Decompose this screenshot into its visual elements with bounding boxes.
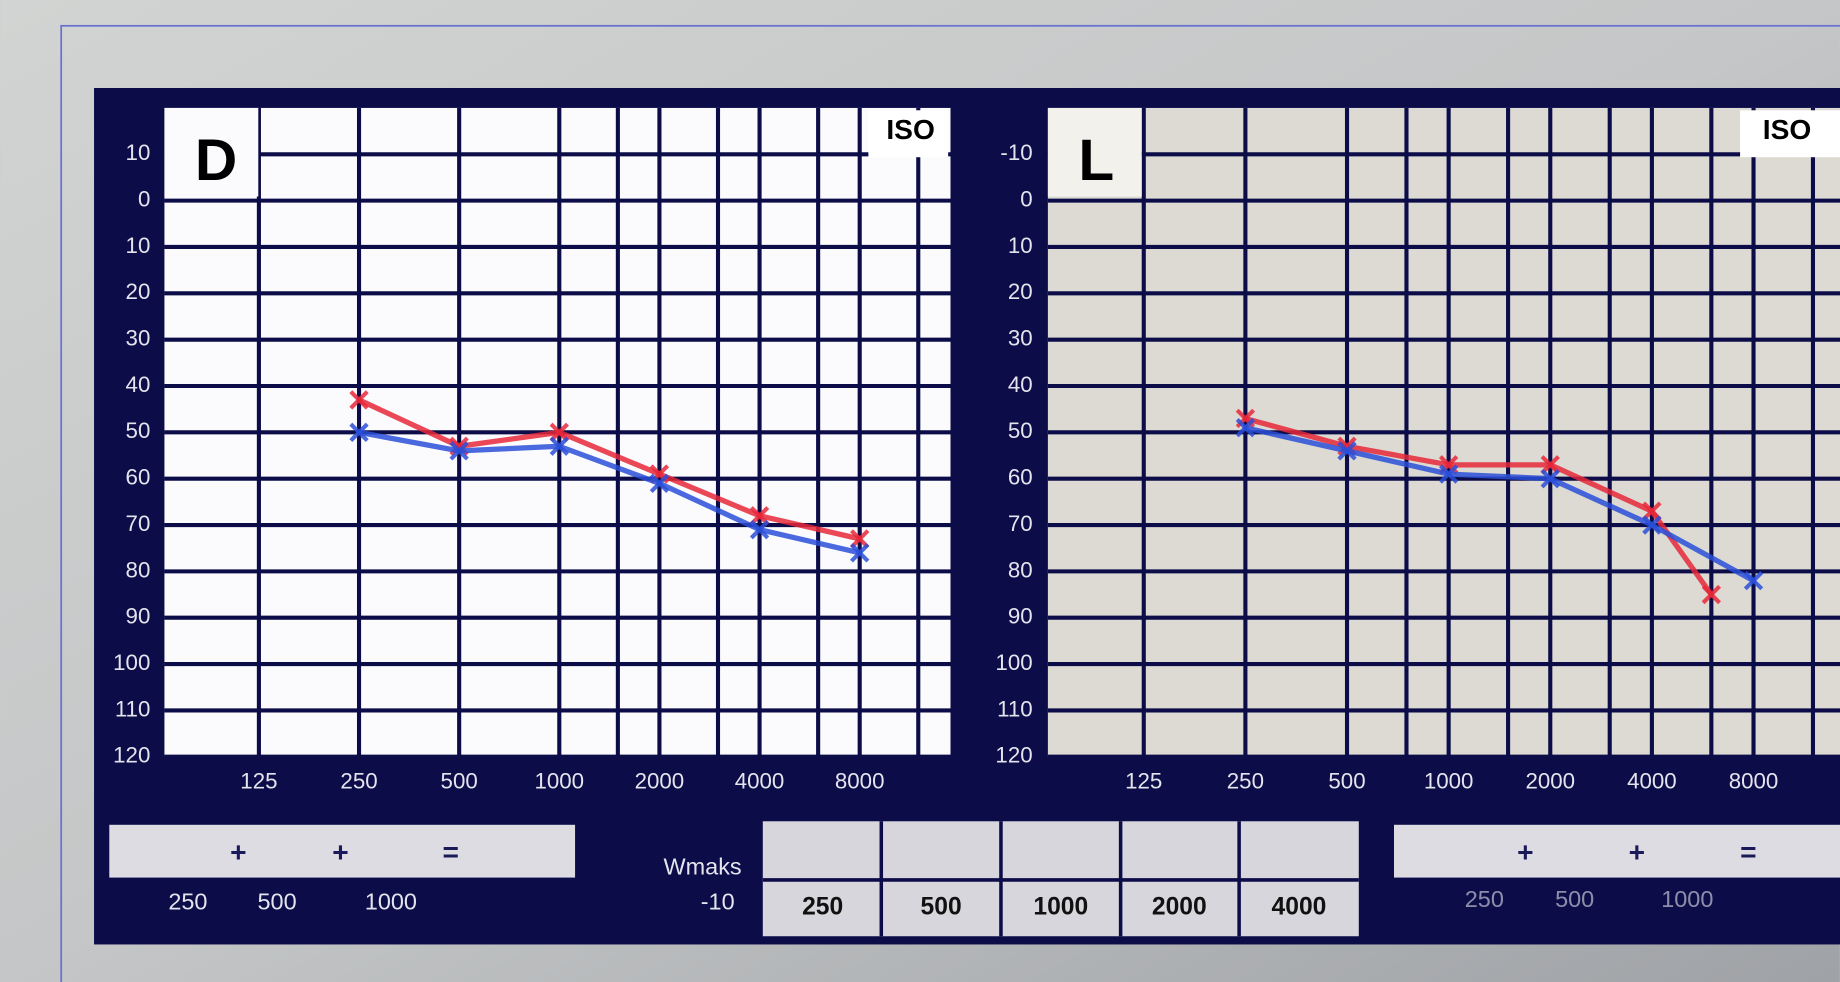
y-tick-label: 10: [126, 140, 151, 165]
freq-label: 1000: [1661, 886, 1713, 912]
y-tick-label: 110: [997, 696, 1033, 721]
x-tick-label: 1000: [535, 768, 585, 793]
y-tick-label: 40: [126, 372, 151, 397]
y-tick-label: 60: [1008, 465, 1033, 490]
y-tick-label: 120: [995, 743, 1032, 768]
y-tick-label: 30: [126, 326, 151, 351]
y-tick-label: -10: [1000, 140, 1032, 165]
y-tick-label: 40: [1008, 372, 1033, 397]
x-tick-label: 250: [1227, 768, 1264, 793]
y-tick-label: 80: [1008, 557, 1033, 582]
table-header: 4000: [1272, 894, 1327, 921]
y-tick-label: 20: [126, 279, 151, 304]
y-tick-label: 70: [126, 511, 151, 536]
sign: =: [1740, 837, 1756, 868]
freq-label: 250: [1465, 886, 1504, 912]
y-tick-label: 30: [1008, 326, 1033, 351]
y-tick-label: 20: [1008, 279, 1033, 304]
sign: +: [1517, 837, 1533, 868]
x-tick-label: 2000: [635, 768, 685, 793]
y-tick-label: 90: [126, 604, 151, 629]
badge: ISO: [886, 114, 934, 145]
y-tick-label: 50: [1008, 418, 1033, 443]
table-header: 250: [802, 894, 843, 921]
y-tick-label: 90: [1008, 604, 1033, 629]
y-tick-label: 80: [126, 557, 151, 582]
sign: +: [332, 837, 348, 868]
x-tick-label: 500: [441, 768, 478, 793]
table-header: 2000: [1152, 894, 1207, 921]
x-tick-label: 8000: [835, 768, 885, 793]
freq-label: 500: [257, 889, 296, 915]
y-tick-label: 60: [126, 465, 151, 490]
wmax-label: Wmaks: [663, 853, 741, 879]
wmax-table: 250 500 1000 2000 4000: [763, 821, 1359, 936]
x-tick-label: 4000: [1627, 768, 1677, 793]
y-tick-label: 0: [138, 187, 150, 212]
y-tick-label: 0: [1020, 187, 1032, 212]
x-tick-label: 250: [340, 768, 377, 793]
badge: ISO: [1763, 114, 1811, 145]
freq-label: 1000: [365, 889, 417, 915]
freq-label: 500: [1555, 886, 1594, 912]
table-header: 500: [921, 894, 962, 921]
x-tick-label: 1000: [1424, 768, 1474, 793]
y-tick-label: 100: [995, 650, 1032, 675]
y-tick-label: 10: [1008, 233, 1033, 258]
x-tick-label: 8000: [1729, 768, 1779, 793]
x-tick-label: 125: [1125, 768, 1162, 793]
sum-box: [1394, 825, 1840, 878]
x-tick-label: 4000: [735, 768, 785, 793]
wmax-value: -10: [701, 889, 735, 915]
chart-title: D: [195, 128, 237, 193]
y-tick-label: 10: [126, 233, 151, 258]
y-tick-label: 100: [113, 650, 150, 675]
x-tick-label: 2000: [1525, 768, 1575, 793]
freq-label: 250: [168, 889, 207, 915]
x-tick-label: 125: [240, 768, 277, 793]
x-tick-label: 500: [1328, 768, 1365, 793]
y-tick-label: 70: [1008, 511, 1033, 536]
audiogram-sheet: DISO100102030405060708090100110120125250…: [0, 0, 1840, 982]
sign: +: [230, 837, 246, 868]
table-header: 1000: [1033, 894, 1088, 921]
chart-title: L: [1078, 128, 1114, 193]
y-tick-label: 120: [113, 743, 150, 768]
page: {"chart_data": [ {"type": "line", "title…: [0, 0, 1840, 982]
sign: =: [442, 837, 458, 868]
y-tick-label: 110: [115, 696, 151, 721]
sign: +: [1629, 837, 1645, 868]
y-tick-label: 50: [126, 418, 151, 443]
